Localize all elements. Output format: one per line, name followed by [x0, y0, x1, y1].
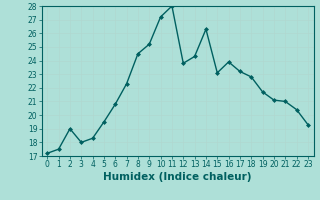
X-axis label: Humidex (Indice chaleur): Humidex (Indice chaleur) — [103, 172, 252, 182]
